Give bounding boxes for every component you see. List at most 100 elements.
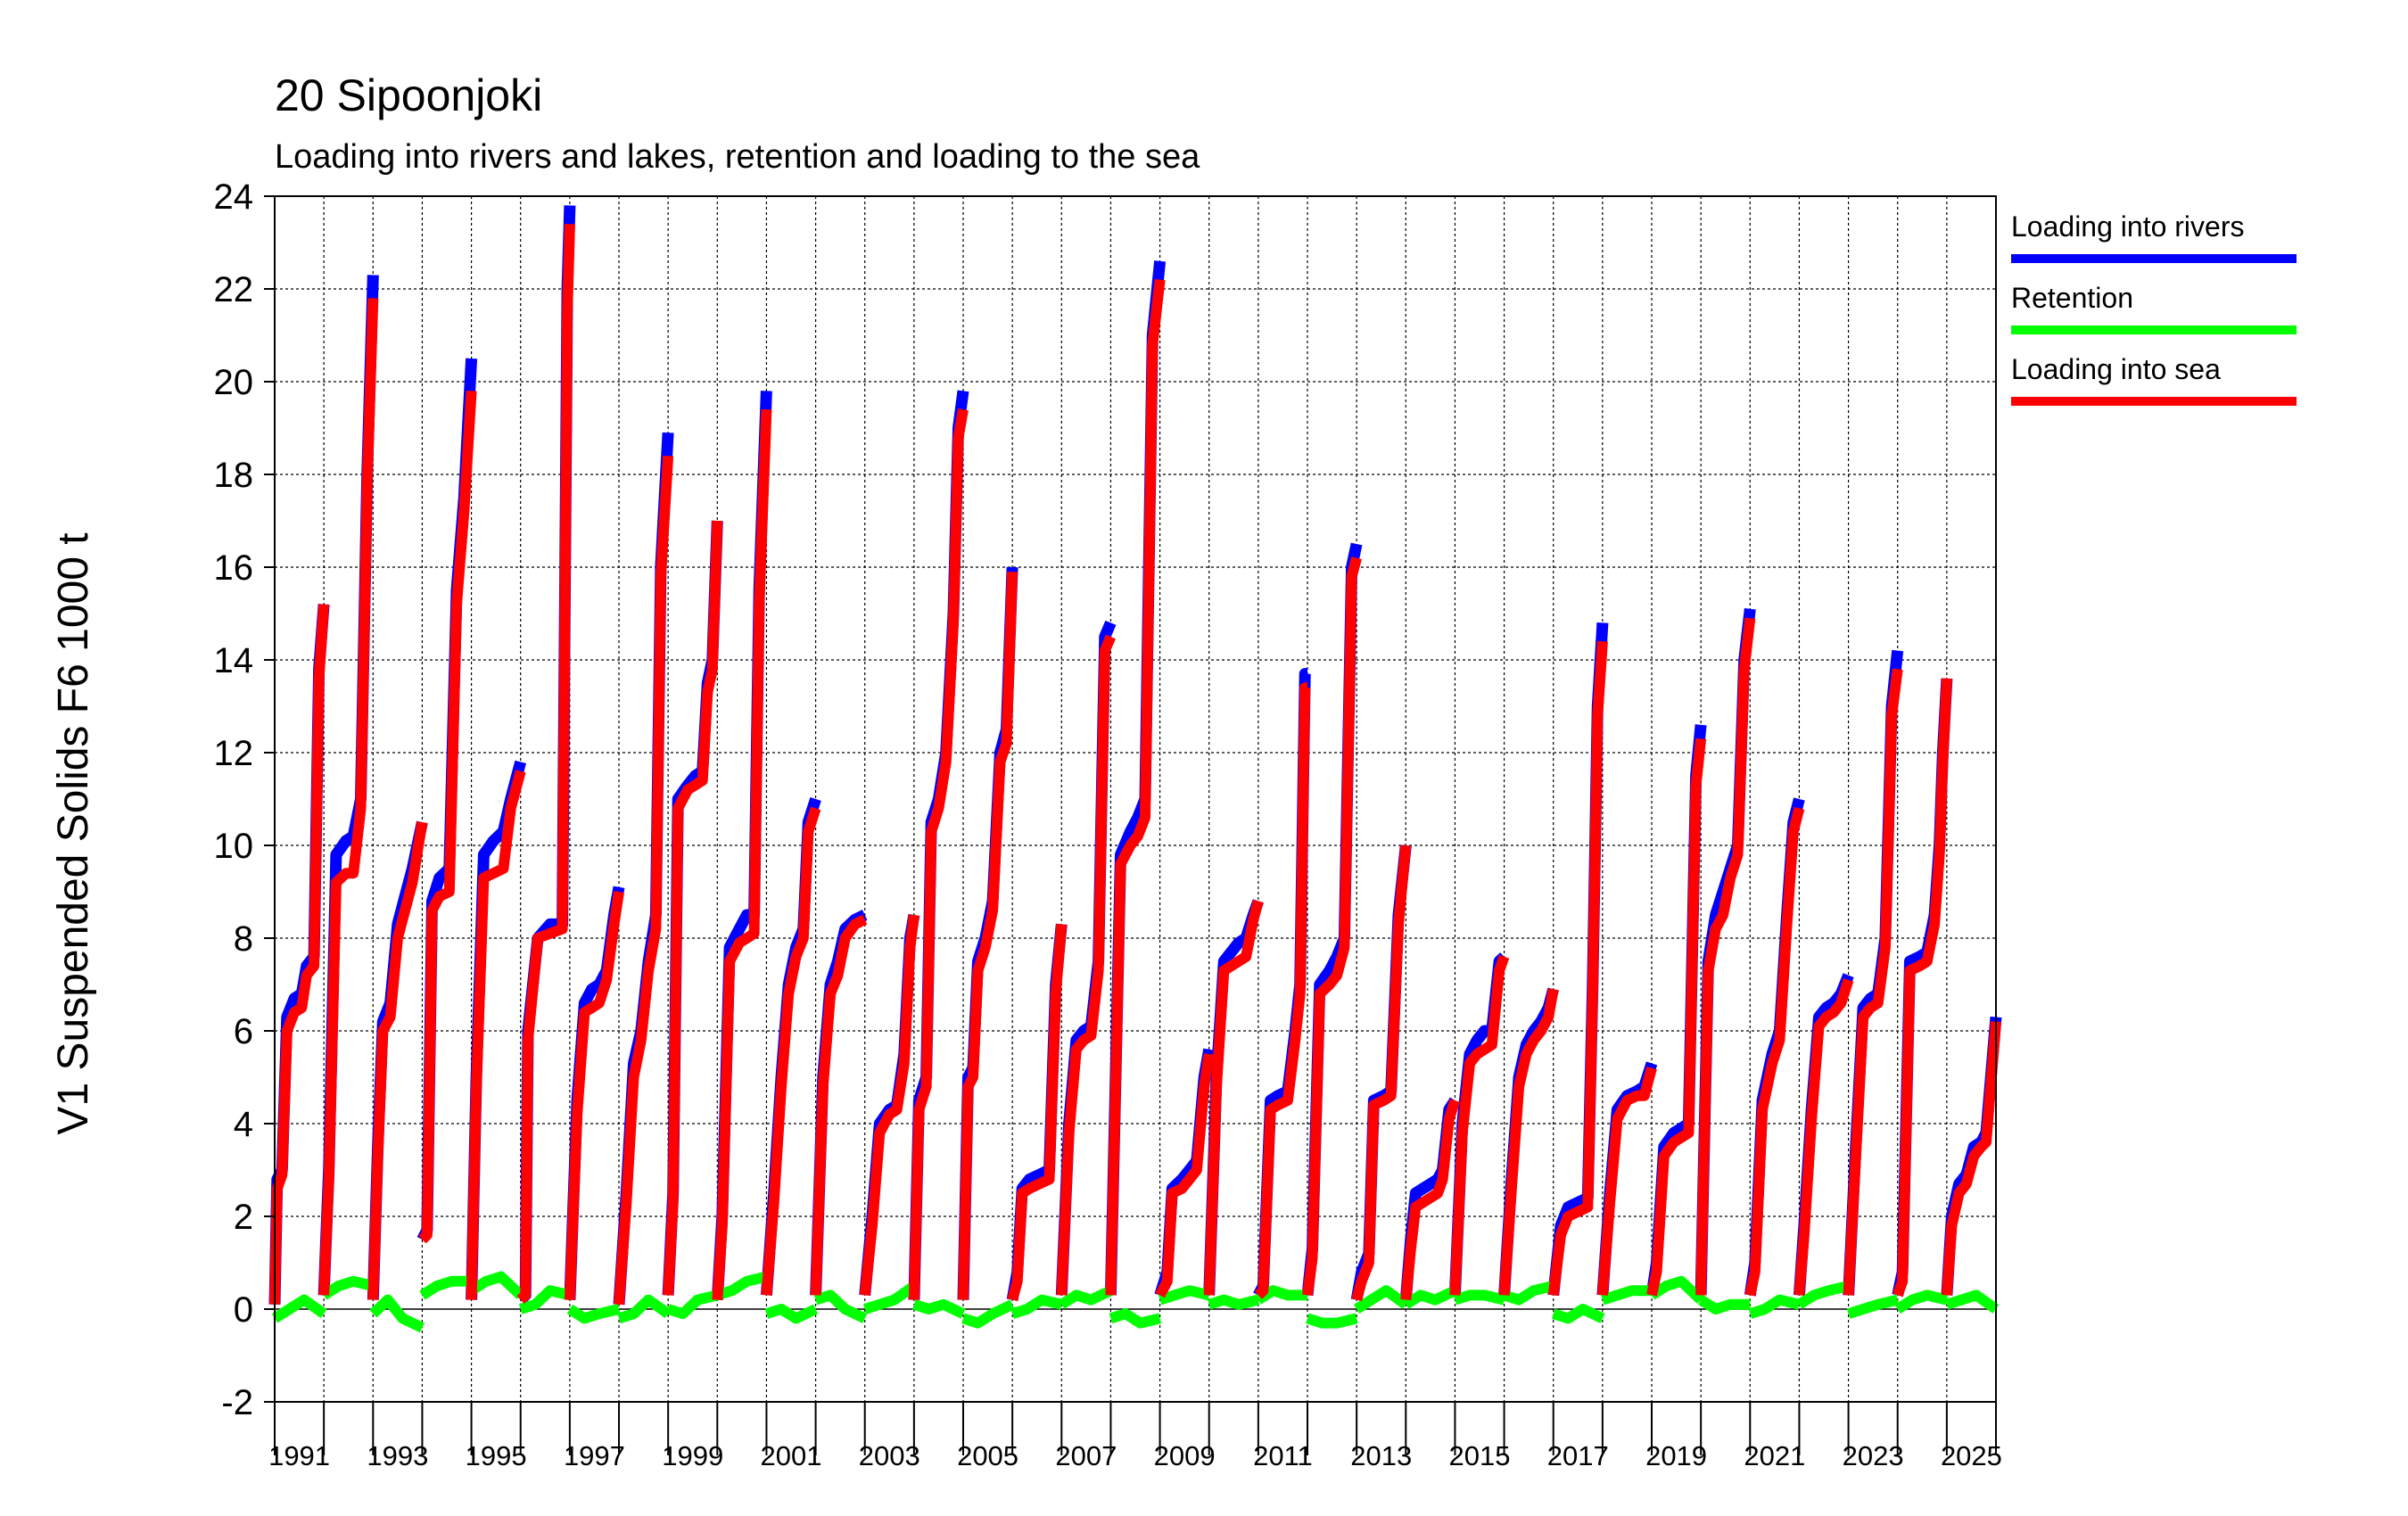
y-axis-label: V1 Suspended Solids F6 1000 t: [50, 532, 97, 1134]
series-line: [1207, 1294, 1260, 1310]
series-line: [1059, 1285, 1113, 1309]
series-line: [1551, 1304, 1605, 1324]
series-line: [666, 1289, 719, 1320]
x-tick-label: 2013: [1350, 1440, 1412, 1471]
series-line: [1498, 988, 1559, 1296]
y-tick-label: 22: [214, 270, 254, 309]
series-line: [958, 571, 1018, 1300]
x-tick-label: 1999: [662, 1440, 723, 1471]
y-tick-label: 8: [234, 919, 253, 959]
series-line: [712, 408, 772, 1300]
x-tick-label: 2017: [1547, 1440, 1609, 1471]
series-line: [1697, 1295, 1751, 1314]
series-line: [516, 224, 575, 1304]
series-line: [1155, 1053, 1215, 1298]
series-line: [1893, 678, 1952, 1298]
series-line: [1843, 668, 1903, 1296]
x-tick-label: 2001: [761, 1440, 822, 1471]
y-tick-label: 24: [214, 177, 254, 217]
x-tick-label: 2021: [1744, 1440, 1805, 1471]
series-line: [764, 1304, 819, 1324]
y-tick-label: 10: [214, 827, 254, 866]
series-line: [1353, 1285, 1409, 1314]
series-line: [961, 1299, 1015, 1329]
y-tick-label: 12: [214, 734, 254, 773]
series-line: [466, 770, 526, 1300]
chart-title: 20 Sipoonjoki: [275, 70, 542, 120]
series-line: [566, 1304, 621, 1324]
series-line: [418, 391, 477, 1244]
series-line: [367, 821, 428, 1300]
y-tick-label: -2: [221, 1383, 253, 1422]
series-line: [1056, 634, 1116, 1296]
series-line: [518, 1285, 572, 1314]
x-tick-label: 2023: [1843, 1440, 1904, 1471]
series-line: [1007, 923, 1068, 1302]
series-line: [1894, 1289, 1949, 1314]
series-line: [813, 1289, 868, 1323]
y-tick-label: 6: [234, 1012, 253, 1051]
y-tick-label: 20: [214, 363, 254, 402]
series-line: [614, 455, 674, 1306]
series-line: [1158, 1285, 1211, 1306]
series-line: [369, 1294, 425, 1333]
x-tick-label: 2025: [1941, 1440, 2002, 1471]
x-tick-label: 1997: [564, 1440, 625, 1471]
series-line: [1306, 1313, 1358, 1329]
series-line: [1453, 1289, 1505, 1306]
x-tick-label: 1995: [466, 1440, 527, 1471]
series-3: [269, 224, 2001, 1306]
plot-frame: [274, 195, 1997, 1403]
chart-subtitle: Loading into rivers and lakes, retention…: [275, 138, 1200, 176]
series-line: [715, 1271, 768, 1301]
series-line: [1794, 977, 1854, 1296]
series-line: [862, 1281, 918, 1314]
series-line: [1846, 1294, 1900, 1319]
series-line: [1403, 1285, 1457, 1309]
series-layer: [268, 205, 2002, 1333]
series-line: [1796, 1281, 1850, 1309]
x-tick-label: 2009: [1154, 1440, 1216, 1471]
legend-label: Loading into sea: [2011, 353, 2221, 385]
y-tick-label: 2: [234, 1198, 253, 1237]
series-line: [1302, 556, 1362, 1297]
x-tick-label: 2007: [1055, 1440, 1117, 1471]
series-line: [271, 1294, 327, 1323]
series-line: [1601, 1285, 1652, 1306]
series-line: [269, 604, 330, 1305]
series-line: [1109, 1308, 1161, 1329]
series-line: [912, 1298, 966, 1319]
series-line: [1748, 1294, 1801, 1319]
series-line: [468, 1271, 524, 1299]
legend-label: Retention: [2011, 282, 2133, 314]
series-line: [1695, 617, 1756, 1296]
series-line: [1502, 1281, 1555, 1306]
series-line: [1010, 1294, 1063, 1319]
y-tick-label: 16: [214, 548, 254, 588]
series-line: [1744, 806, 1805, 1297]
series-line: [318, 298, 379, 1296]
x-tick-label: 2015: [1449, 1440, 1511, 1471]
series-line: [761, 806, 821, 1296]
series-2: [271, 1271, 2000, 1333]
series-line: [1203, 899, 1264, 1296]
series-line: [1351, 845, 1412, 1302]
series-line: [617, 1294, 672, 1324]
series-line: [859, 914, 919, 1297]
series-line: [1596, 1067, 1657, 1296]
x-tick-label: 1993: [367, 1440, 428, 1471]
series-line: [1400, 1099, 1461, 1301]
series-line: [1941, 1021, 2001, 1296]
series-line: [1945, 1289, 2000, 1314]
y-tick-label: 4: [234, 1105, 253, 1144]
series-line: [1449, 954, 1510, 1296]
x-tick-label: 2003: [859, 1440, 920, 1471]
series-line: [1648, 1275, 1705, 1304]
series-line: [1254, 682, 1311, 1299]
series-line: [1547, 640, 1608, 1297]
series-line: [663, 520, 723, 1296]
series-line: [1105, 278, 1166, 1296]
legend-label: Loading into rivers: [2011, 210, 2244, 243]
